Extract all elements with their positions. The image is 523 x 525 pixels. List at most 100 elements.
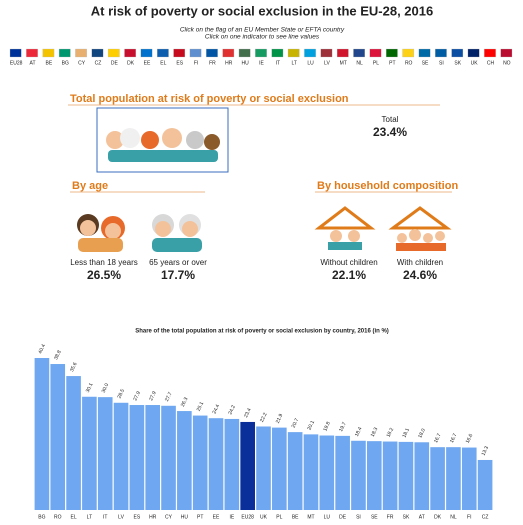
flag[interactable] (336, 48, 349, 58)
flag[interactable] (467, 48, 480, 58)
bar[interactable] (34, 358, 50, 510)
flag-code: DE (111, 60, 119, 66)
value-label: 24.2 (227, 404, 237, 416)
indicator-value[interactable]: 17.7% (161, 268, 195, 282)
flag[interactable] (386, 48, 398, 58)
bar[interactable] (477, 459, 493, 510)
bar[interactable] (161, 405, 176, 510)
indicator-value[interactable]: 22.1% (332, 268, 366, 282)
indicator-box[interactable] (96, 107, 229, 173)
x-tick-label: SK (403, 514, 410, 520)
value-label: 18.2 (386, 427, 396, 439)
value-label: 18.0 (417, 428, 427, 440)
flag[interactable] (287, 48, 300, 58)
flag[interactable] (435, 48, 447, 58)
flag[interactable] (353, 48, 365, 58)
bar[interactable] (129, 405, 145, 510)
flag[interactable] (9, 48, 22, 58)
value-label: 30.0 (101, 382, 111, 394)
bar[interactable] (177, 411, 192, 510)
bar[interactable] (414, 442, 430, 510)
flag[interactable] (124, 48, 136, 58)
bar[interactable] (446, 447, 461, 510)
x-tick-label: BG (38, 514, 45, 520)
flag[interactable] (42, 48, 55, 58)
flag-code: MT (340, 60, 347, 66)
flag[interactable] (107, 48, 120, 58)
value-label: 27.9 (132, 390, 142, 402)
flag[interactable] (402, 48, 415, 58)
flag-code: SK (454, 60, 461, 66)
x-tick-label: PL (276, 514, 282, 520)
flag[interactable] (255, 48, 267, 58)
elderly-icon (152, 214, 202, 252)
x-tick-label: CY (165, 514, 173, 520)
bar[interactable] (256, 426, 271, 510)
bar[interactable] (50, 364, 66, 510)
bar[interactable] (430, 447, 445, 510)
flag[interactable] (271, 48, 284, 58)
value-label: 19.8 (322, 421, 332, 433)
flag[interactable] (500, 48, 513, 58)
bar[interactable] (303, 434, 319, 510)
flag[interactable] (206, 48, 218, 58)
bar[interactable] (287, 432, 303, 510)
total-value[interactable]: 23.4% (373, 125, 407, 139)
flag-code: UK (471, 60, 479, 66)
bar[interactable] (145, 405, 161, 510)
bar[interactable] (398, 441, 414, 510)
section-heading: By age (72, 180, 108, 192)
flag[interactable] (418, 48, 431, 58)
flag[interactable] (369, 48, 382, 58)
indicator-label: 65 years or over (149, 258, 207, 267)
flag[interactable] (238, 48, 251, 58)
flag[interactable] (140, 48, 153, 58)
x-tick-label: BE (292, 514, 299, 520)
value-label: 24.4 (212, 403, 222, 415)
flag[interactable] (189, 48, 202, 58)
flag[interactable] (484, 48, 496, 58)
flag[interactable] (320, 48, 333, 58)
flag[interactable] (157, 48, 169, 58)
bar[interactable] (82, 396, 97, 510)
flag-strip: EU28 AT BE BG CY CZ DE DK EE EL ES FI FR HR HU IE IT LT LU… (9, 48, 513, 66)
flag-code: CH (487, 60, 495, 66)
flag-code: CY (78, 60, 86, 66)
indicator-label: Less than 18 years (70, 258, 138, 267)
bar[interactable] (461, 447, 477, 510)
flag-code: CZ (95, 60, 102, 66)
flag-code: FR (209, 60, 216, 66)
bar[interactable] (319, 435, 335, 510)
flag[interactable] (222, 48, 235, 58)
bar[interactable] (208, 418, 224, 510)
bar[interactable] (382, 441, 398, 510)
flag[interactable] (58, 48, 71, 58)
bar[interactable] (351, 440, 366, 510)
indicator-value[interactable]: 24.6% (403, 268, 437, 282)
flag-code: BG (62, 60, 69, 66)
flag-code: IT (276, 60, 280, 66)
flag[interactable] (75, 48, 87, 58)
x-tick-label: LU (324, 514, 331, 520)
indicator-value[interactable]: 26.5% (87, 268, 121, 282)
x-tick-label: MT (307, 514, 314, 520)
bar[interactable] (335, 435, 350, 510)
bar[interactable] (66, 376, 81, 510)
flag[interactable] (304, 48, 316, 58)
flag[interactable] (91, 48, 104, 58)
bar[interactable] (240, 421, 255, 510)
children-icon (77, 214, 125, 252)
bar[interactable] (97, 397, 113, 510)
flag[interactable] (173, 48, 186, 58)
flag[interactable] (26, 48, 38, 58)
bar[interactable] (224, 418, 240, 510)
bar[interactable] (366, 441, 382, 510)
flag[interactable] (451, 48, 464, 58)
bar[interactable] (192, 415, 208, 510)
chart-title: Share of the total population at risk of… (135, 329, 389, 335)
x-tick-label: SE (371, 514, 378, 520)
bar[interactable] (272, 427, 287, 510)
x-tick-label: FI (467, 514, 471, 520)
bar[interactable] (113, 402, 129, 510)
